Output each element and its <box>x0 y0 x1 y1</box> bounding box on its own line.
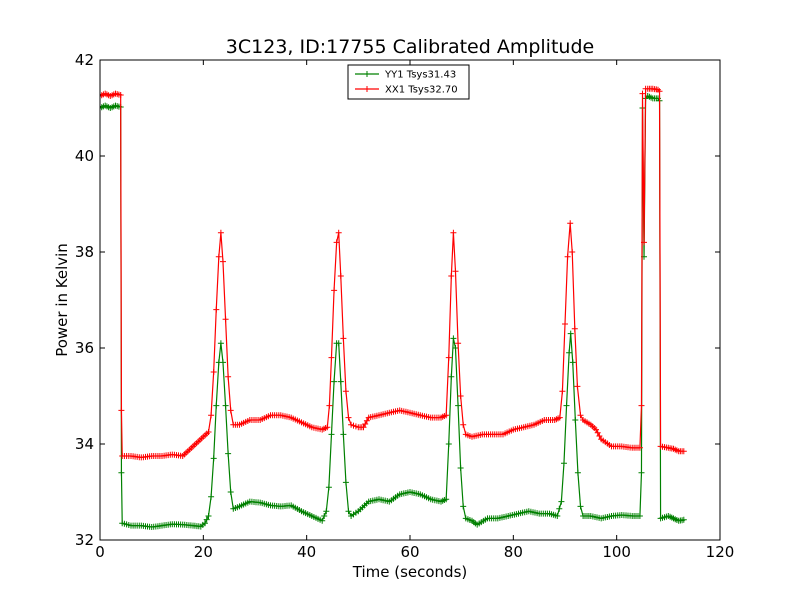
y-tick-label: 36 <box>75 339 94 357</box>
x-tick-label: 120 <box>706 543 735 561</box>
legend-label: XX1 Tsys32.70 <box>385 85 458 96</box>
legend-entry: YY1 Tsys31.43 <box>355 70 456 81</box>
legend-label: YY1 Tsys31.43 <box>384 70 456 81</box>
series-line <box>100 95 684 528</box>
x-tick-label: 0 <box>95 543 105 561</box>
series-markers <box>100 85 687 461</box>
series-1 <box>100 93 687 530</box>
chart-title: 3C123, ID:17755 Calibrated Amplitude <box>226 36 594 58</box>
series-layer <box>100 85 687 530</box>
legend-marker <box>364 71 370 77</box>
y-tick-label: 40 <box>75 147 94 165</box>
legend-marker <box>364 86 370 92</box>
series-markers <box>100 93 687 530</box>
axis-ticks: 0 20 40 60 80 100 120 32 34 36 38 40 42 <box>75 51 734 561</box>
x-tick-label: 80 <box>504 543 523 561</box>
x-tick-label: 60 <box>400 543 419 561</box>
x-tick-label: 20 <box>194 543 213 561</box>
x-tick-label: 100 <box>602 543 631 561</box>
x-axis-label: Time (seconds) <box>352 563 468 581</box>
y-tick-label: 34 <box>75 435 94 453</box>
x-tick-label: 40 <box>297 543 316 561</box>
y-tick-label: 38 <box>75 243 94 261</box>
series-line <box>100 88 684 459</box>
legend-frame <box>347 64 470 100</box>
y-tick-label: 32 <box>75 531 94 549</box>
legend: YY1 Tsys31.43 XX1 Tsys32.70 <box>347 64 470 100</box>
series-2 <box>100 85 687 461</box>
legend-entry: XX1 Tsys32.70 <box>355 85 458 96</box>
plot-area-frame <box>99 59 721 541</box>
y-axis-label: Power in Kelvin <box>53 243 71 357</box>
y-tick-label: 42 <box>75 51 94 69</box>
